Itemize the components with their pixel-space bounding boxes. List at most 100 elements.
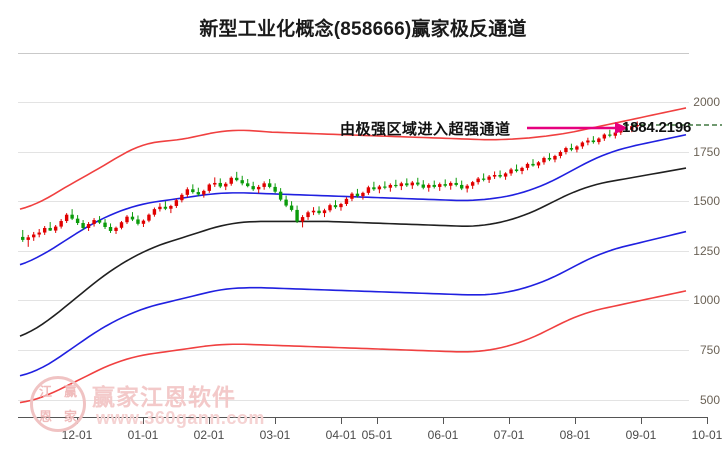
candle [306,210,310,220]
candle [531,159,535,167]
candle [487,175,491,183]
candle [372,181,376,191]
x-tick-03-01 [275,417,276,424]
candle [130,212,135,222]
x-tick-label-05-01: 05-01 [361,428,393,442]
candle [520,166,524,175]
band-upper-strong-band [19,133,687,266]
gridline-1000 [18,300,689,302]
candle [432,180,436,189]
candle [311,207,316,216]
x-tick-09-01 [641,417,642,424]
candle [553,154,557,163]
candle [405,178,409,187]
candle [569,143,574,152]
candle [196,187,201,197]
candle [59,219,63,229]
candle [141,219,146,227]
x-tick-08-01 [575,417,576,424]
x-tick-label-07-01: 07-01 [493,428,525,442]
candle [37,228,41,238]
candle [449,181,453,190]
x-tick-01-01 [143,417,144,424]
candle [542,156,546,165]
candle [416,177,420,187]
candle [97,216,102,225]
candle [591,136,596,144]
candle [26,234,30,247]
candle [328,203,332,213]
candle [64,213,69,224]
x-tick-label-09-01: 09-01 [625,428,657,442]
gridline-1250 [18,250,689,252]
y-tick-label-1000: 1000 [693,293,720,308]
candle [339,202,343,211]
candle [191,184,195,194]
candle [454,177,458,187]
candle [377,184,382,194]
band-lower-strong-band [19,230,687,377]
watermark-url: www.360gann.com [96,408,265,428]
candle [81,220,85,230]
candle [465,184,469,193]
y-tick-label-500: 500 [699,392,720,407]
candle [32,231,36,241]
candle [207,183,211,193]
x-tick-02-01 [209,417,210,424]
gridline-2000 [18,102,689,103]
candle [322,208,327,218]
candle [21,229,25,242]
candle [125,215,129,225]
last-price-label: 1884.2196 [622,119,692,136]
gridline-1500 [18,201,689,203]
candle [202,189,206,198]
x-tick-label-01-01: 01-01 [127,428,159,442]
x-tick-label-04-01: 04-01 [325,428,357,442]
y-tick-label-2000: 2000 [693,95,720,109]
candle [586,137,590,146]
candle [152,207,157,217]
candle [470,180,475,189]
plot-top-border [18,53,689,54]
candle [246,178,250,188]
candle [509,167,513,176]
candle [525,162,530,171]
candle [602,133,607,141]
candle [108,223,113,233]
page-title: 新型工业化概念(858666)赢家极反通道 [199,19,527,40]
candle [92,218,96,227]
candle [366,185,371,195]
candle [547,153,552,162]
candle [613,131,618,139]
watermark-brand: 赢家江恩软件 [92,384,236,410]
candle [48,222,52,231]
candle [438,182,442,191]
candle [503,172,508,180]
band-center-line [19,167,687,337]
candle [163,201,168,211]
candle [399,181,404,191]
candle [262,181,266,190]
seal-char-1: 赢 [63,384,77,399]
x-tick-label-08-01: 08-01 [559,428,591,442]
gridline-1750 [18,151,689,153]
candle [459,180,464,191]
x-tick-12-01 [77,417,78,424]
candle [114,226,118,234]
candle [597,137,601,145]
x-tick-label-12-01: 12-01 [61,428,93,442]
candle [443,179,447,188]
band-lower-extreme-band [19,290,687,404]
candle [410,180,414,189]
candle [53,225,58,233]
candle [158,203,162,212]
annotation-arrow [527,122,628,134]
x-axis-line [18,417,707,418]
candle [229,176,233,186]
candle [295,205,299,224]
x-tick-label-03-01: 03-01 [259,428,291,442]
candle [514,164,519,173]
y-tick-label-750: 750 [699,343,720,357]
y-tick-label-1750: 1750 [693,144,720,159]
